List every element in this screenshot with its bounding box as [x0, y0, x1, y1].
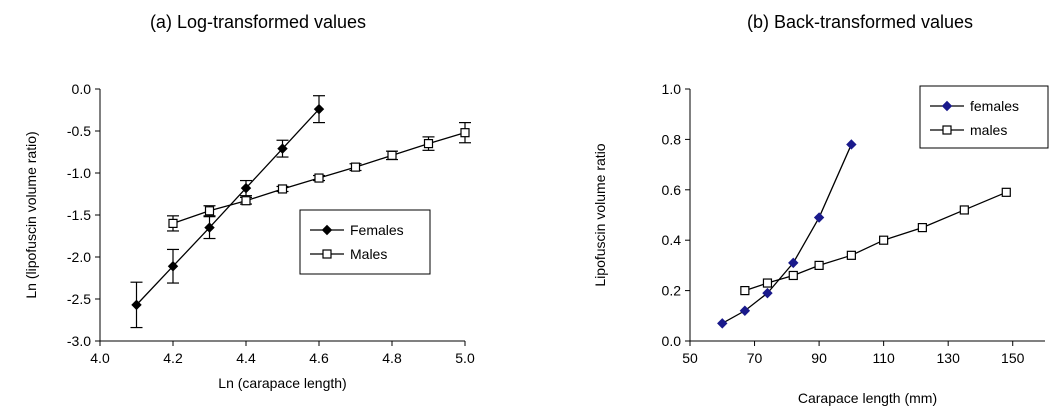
legend: Females Males — [299, 209, 431, 275]
data-point — [277, 143, 288, 154]
x-axis-label: Ln (carapace length) — [218, 375, 346, 391]
series-females — [130, 95, 325, 329]
x-tick-label: 70 — [747, 350, 763, 366]
y-tick-label: 0.0 — [662, 333, 682, 349]
x-tick-label: 90 — [811, 350, 827, 366]
series-line — [721, 144, 852, 324]
legend-label: males — [970, 122, 1007, 138]
legend-label: Females — [350, 222, 404, 238]
data-point — [204, 222, 215, 233]
x-tick-label: 130 — [937, 350, 961, 366]
x-tick-label: 4.6 — [309, 350, 329, 366]
legend-marker — [942, 125, 952, 135]
y-tick-label: 0.2 — [662, 283, 682, 299]
data-point — [846, 250, 856, 260]
legend-label: Males — [350, 246, 387, 262]
x-tick-label: 110 — [872, 350, 895, 366]
x-tick-label: 50 — [682, 350, 698, 366]
chart-back-transformed: (b) Back-transformed values Carapace leng… — [592, 12, 1049, 406]
data-point — [277, 184, 288, 194]
x-tick-label: 4.4 — [236, 350, 256, 366]
x-tick-label: 4.2 — [163, 350, 183, 366]
y-axis-label: Ln (lipofuscin volume ratio) — [23, 131, 39, 298]
data-point — [788, 270, 798, 281]
legend-box — [919, 85, 1049, 149]
data-point — [846, 139, 857, 150]
data-point — [739, 305, 751, 316]
legend-marker — [941, 100, 953, 112]
data-point — [313, 103, 325, 115]
y-tick-label: 0.6 — [662, 182, 682, 198]
data-point — [204, 206, 215, 216]
y-tick-label: -1.0 — [67, 165, 91, 181]
series-males — [740, 187, 1011, 296]
data-point — [740, 286, 750, 296]
data-point — [168, 218, 178, 228]
chart-title: (a) Log-transformed values — [150, 12, 366, 32]
data-point — [879, 235, 889, 245]
data-point — [762, 287, 773, 299]
data-point — [167, 261, 179, 272]
x-tick-label: 150 — [1001, 350, 1025, 366]
legend-label: females — [970, 98, 1019, 114]
data-point — [350, 162, 361, 172]
y-tick-label: -1.5 — [67, 207, 91, 223]
data-point — [240, 182, 252, 194]
data-point — [241, 196, 251, 206]
data-point — [814, 260, 824, 270]
y-tick-label: 0.4 — [662, 232, 682, 248]
series-males — [167, 121, 471, 232]
x-tick-label: 4.8 — [382, 350, 402, 366]
data-point — [423, 139, 434, 149]
data-point — [387, 150, 397, 160]
data-point — [788, 257, 799, 269]
legend-box — [299, 209, 431, 275]
data-point — [762, 278, 773, 288]
data-point — [959, 205, 969, 215]
y-tick-label: 0.8 — [662, 131, 682, 147]
y-tick-label: -0.5 — [67, 123, 91, 139]
series-females — [717, 139, 857, 329]
x-tick-label: 4.0 — [90, 350, 110, 366]
legend-marker — [321, 224, 333, 236]
data-point — [131, 299, 142, 311]
chart-title: (b) Back-transformed values — [747, 12, 973, 32]
legend-marker — [322, 249, 332, 259]
x-tick-label: 5.0 — [455, 350, 475, 366]
y-tick-label: -2.0 — [67, 249, 91, 265]
data-point — [314, 173, 324, 183]
data-point — [460, 128, 470, 138]
data-point — [1001, 187, 1011, 197]
y-tick-label: 1.0 — [662, 81, 682, 97]
y-tick-label: -2.5 — [67, 291, 91, 307]
legend: females males — [919, 85, 1049, 149]
y-tick-label: 0.0 — [72, 81, 92, 97]
y-tick-label: -3.0 — [67, 333, 91, 349]
data-point — [717, 318, 728, 329]
x-axis-label: Carapace length (mm) — [798, 390, 937, 406]
data-point — [813, 212, 825, 223]
chart-log-transformed: (a) Log-transformed values Ln (carapace l… — [23, 12, 475, 391]
series-line — [136, 108, 320, 306]
data-point — [917, 223, 927, 233]
y-axis-label: Lipofuscin volume ratio — [592, 143, 608, 286]
